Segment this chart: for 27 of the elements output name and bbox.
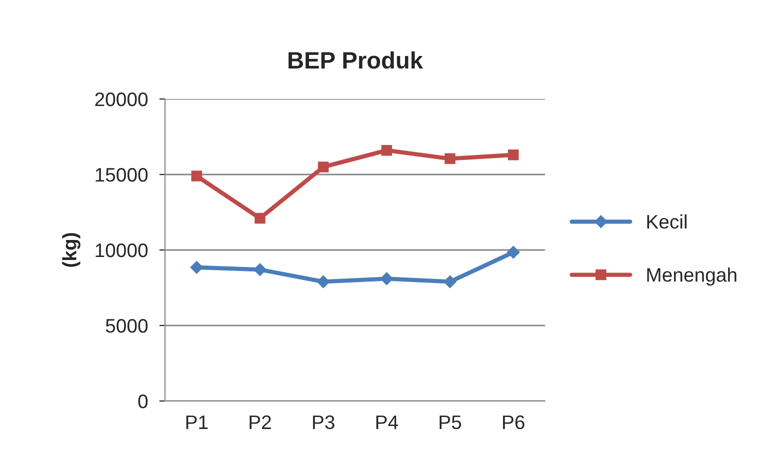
- point: [190, 260, 204, 274]
- y-tick-label: 0: [138, 394, 148, 408]
- x-tick-label: P2: [250, 415, 271, 429]
- x-tick-label: P3: [313, 415, 334, 430]
- point: [318, 162, 329, 172]
- point: [191, 170, 202, 182]
- y-tick-label: 15000: [96, 168, 148, 182]
- point: [254, 212, 266, 224]
- chart-title: BEP Produk: [288, 51, 424, 69]
- point: [506, 246, 520, 259]
- y-tick-label: 10000: [96, 243, 148, 258]
- y-tick-label: 20000: [95, 92, 148, 106]
- y-axis-title: (kg): [62, 233, 80, 267]
- point: [381, 144, 392, 156]
- point: [254, 263, 266, 276]
- point: [444, 275, 456, 288]
- point: [508, 149, 519, 160]
- point: [444, 153, 456, 164]
- point: [316, 275, 330, 288]
- x-tick-label: P4: [376, 416, 398, 429]
- legend-label: Menengah: [647, 268, 736, 286]
- legend-label: Kecil: [647, 214, 687, 229]
- x-tick-label: P6: [503, 415, 524, 430]
- x-tick-label: P1: [186, 416, 208, 429]
- y-tick-label: 5000: [106, 318, 148, 333]
- x-tick-label: P5: [440, 416, 462, 430]
- point: [380, 272, 394, 286]
